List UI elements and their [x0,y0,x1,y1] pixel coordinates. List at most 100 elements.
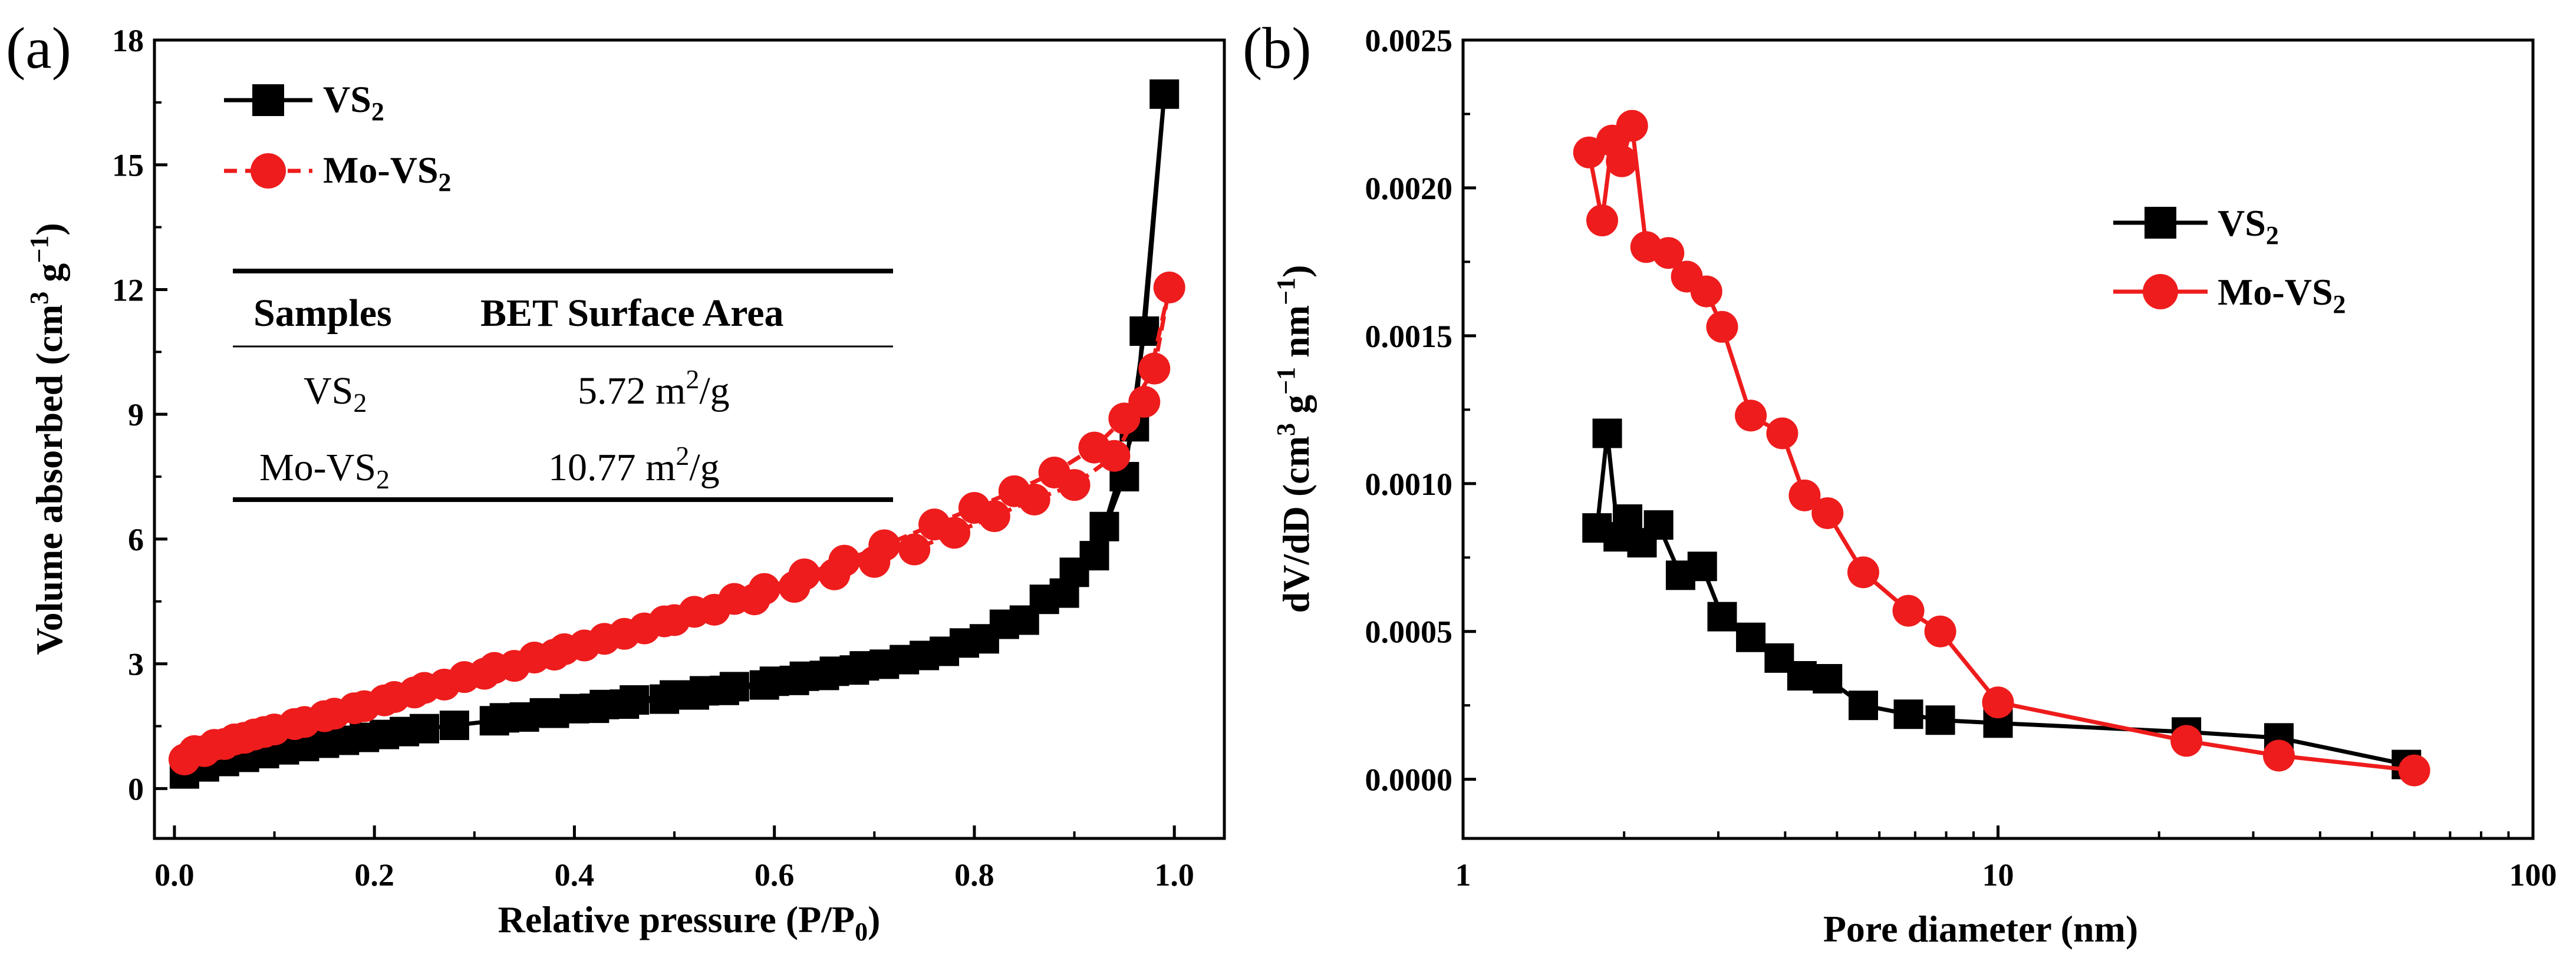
panel-b-series-1-point [1982,686,2014,719]
panel-b-y-axis-title: dV/dD (cm3 g−1 nm−1) [1271,265,1317,613]
panel-b-series-1-point [1924,615,1956,648]
panel-b-series-0-point [1893,699,1923,729]
y-tick-label-b-5: 0.0025 [1365,23,1453,58]
table-header-bet: BET Surface Area [480,292,784,335]
x-tick-label-b-2: 100 [2509,857,2557,893]
panel-a-series-1-point [178,735,210,767]
panel-b-letter: (b) [1243,15,1312,81]
panel-a-letter: (a) [6,15,71,81]
panel-a-series-1-point [778,571,811,603]
y-tick-label-b-4: 0.0020 [1365,171,1453,206]
panel-b-series-0-point [1848,691,1878,721]
panel-a-series-0-point [1149,79,1180,109]
panel-a-ticks: 0.0 0.2 0.4 0.6 0.8 1.0 0 3 6 9 12 15 18 [112,23,1194,893]
panel-a-series-1-point [658,604,691,636]
panel-a-series-1-point [408,672,440,704]
panel-a-series-1-point [1128,385,1161,418]
panel-a-series-0-point [789,661,819,691]
panel-a-series-1-point [378,681,411,714]
panel-b-series-1-point [1766,417,1798,450]
y-tick-label-a-0: 0 [128,771,144,807]
panel-a-series-1-point [518,642,551,674]
panel-b-series-0-point [1813,664,1843,693]
x-tick-label-a-4: 0.8 [954,857,994,893]
panel-b-series-1-point [1690,275,1722,308]
panel-a-series-0-point [559,693,589,724]
panel-a-series-0-point [930,636,960,666]
panel-b-series-1-point [2170,725,2203,757]
panel-a-series-1-point [1098,440,1131,472]
legend-a-vs2-label: VS2 [323,78,384,126]
panel-a-series-1-point [698,593,730,626]
y-tick-label-b-0: 0.0000 [1365,762,1453,798]
panel-b-x-axis-title: Pore diameter (nm) [1823,908,2138,950]
panel-a-series-1-point [898,533,931,566]
panel-a-series-1-point [1018,483,1050,516]
table-row-1-sample: VS2 [304,369,367,418]
panel-a-series-0-point [689,676,719,706]
panel-b-series-1-point [2398,754,2430,787]
panel-a-series-0-point [489,703,519,733]
x-tick-label-a-3: 0.6 [755,857,795,893]
panel-a-series-0-point [890,645,920,675]
panel-b-series [1573,110,2430,787]
x-tick-label-b-0: 1 [1455,857,1471,893]
panel-b-series-1-point [1586,204,1619,237]
legend-b-movs2-marker [2143,274,2178,309]
panel-a-series-0-point [589,689,620,719]
panel-a-series-1-point [858,546,891,578]
panel-b-series-0-point [1643,510,1674,540]
table-row-2-sample: Mo-VS2 [259,446,390,494]
panel-a-series-0-point [439,711,469,741]
x-tick-label-a-0: 0.0 [154,857,195,893]
panel-a-series-1-point [818,558,851,590]
panel-b-series-1-point [1892,595,1925,627]
panel-a-series-1-point [478,652,510,684]
panel-a-series-0-point [409,714,439,744]
x-tick-label-a-1: 0.2 [354,857,394,893]
y-tick-label-a-5: 15 [112,148,144,183]
panel-a-series-1-point [1138,352,1171,385]
panel-b-chart: 1 10 100 0.0000 0.0005 0.0010 0.0015 0.0020 0.00… [1271,23,2557,950]
panel-a-series-0-line [183,92,1167,776]
panel-a-series-0-point [719,672,749,702]
panel-b-series-0-point [1925,705,1955,735]
panel-b-series-1-point [1788,479,1821,511]
legend-a-vs2-marker [252,84,284,116]
panel-a-series-1-point [978,500,1010,533]
y-tick-label-a-6: 18 [112,23,144,58]
y-tick-label-a-3: 9 [128,397,144,432]
panel-a-series-0-point [620,685,650,715]
table-row-1-area: 5.72 m2/g [578,364,730,412]
panel-b-series-1-point [1616,110,1648,142]
panel-b-series-1-point [1735,399,1767,432]
panel-b-series-1-point [1706,311,1738,343]
panel-a-series-1-point [448,661,480,693]
legend-b-movs2-label: Mo-VS2 [2218,271,2346,319]
panel-a-series-0-point [759,666,789,696]
legend-a-movs2-marker [251,153,286,189]
panel-a-series-0-point [969,624,999,654]
panel-a-x-axis-title: Relative pressure (P/P0) [498,899,881,946]
panel-b-series-1-point [1847,556,1879,589]
panel-a-series-1-point [288,706,321,738]
panel-b-series-1-line [1587,124,2415,773]
panel-b-series-0-point [1787,660,1817,691]
x-tick-label-b-1: 10 [1982,857,2014,893]
panel-a-series-1-point [588,623,621,655]
legend-a-movs2-label: Mo-VS2 [323,149,452,197]
panel-b-series-0-point [1707,602,1737,632]
legend-b-vs2-marker [2145,207,2176,239]
y-tick-label-b-1: 0.0005 [1365,615,1453,650]
panel-a-series-0-point [849,651,879,681]
panel-a-series-1-point [548,633,581,665]
panel-a-y-axis-title: Volume absorbed (cm3 g−1) [25,223,70,655]
panel-b-legend: VS2 Mo-VS2 [2113,202,2346,319]
table-row-2-area: 10.77 m2/g [548,441,720,489]
panel-a-series-1-point [738,583,770,616]
x-tick-label-a-2: 0.4 [555,857,595,893]
table-header-samples: Samples [253,292,392,335]
legend-b-vs2-label: VS2 [2218,202,2279,250]
